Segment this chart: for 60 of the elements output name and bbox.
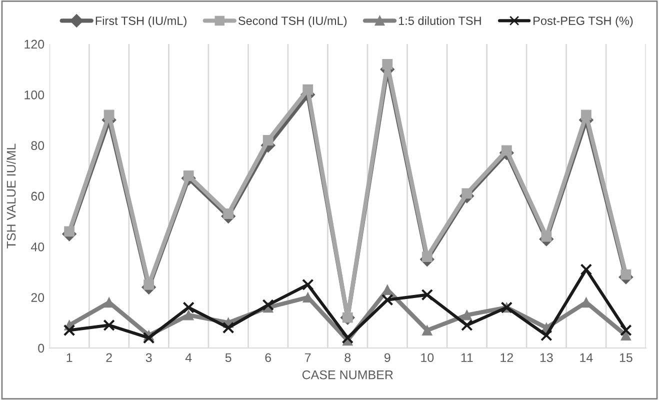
- point: [103, 319, 115, 332]
- point: [342, 332, 354, 344]
- x-tick-label: 11: [461, 353, 473, 362]
- x-tick-label: 1: [66, 353, 72, 362]
- point: [223, 208, 234, 219]
- point: [381, 294, 394, 306]
- y-tick-label: 20: [31, 293, 44, 302]
- x-tick-label: 15: [620, 353, 632, 362]
- x-tick-label: 13: [540, 353, 553, 362]
- point: [382, 59, 393, 70]
- y-tick-label: 60: [31, 192, 44, 201]
- point: [63, 324, 76, 336]
- x-tick-label: 6: [265, 353, 272, 362]
- point: [620, 324, 632, 336]
- point: [540, 329, 552, 342]
- point: [302, 278, 314, 291]
- point: [462, 188, 472, 199]
- legend-label: 1:5 dilution TSH: [398, 16, 481, 25]
- x-tick-label: 4: [185, 353, 192, 362]
- x-tick-label: 14: [580, 353, 593, 362]
- point: [620, 269, 632, 280]
- x-tick-label: 3: [146, 353, 152, 362]
- point: [422, 325, 432, 336]
- point: [421, 288, 434, 301]
- point: [620, 330, 632, 341]
- point: [183, 170, 194, 181]
- x-tick-label: 9: [384, 353, 390, 362]
- x-tick-label: 12: [500, 353, 513, 362]
- y-tick-label: 0: [38, 344, 44, 353]
- point: [144, 279, 154, 290]
- point: [182, 302, 194, 314]
- x-tick-label: 5: [225, 353, 232, 362]
- point: [462, 310, 472, 320]
- y-tick-label: 100: [24, 90, 44, 100]
- x-tick-label: 10: [421, 353, 434, 362]
- point: [580, 110, 592, 120]
- y-tick-label: 120: [24, 40, 44, 49]
- point: [183, 310, 194, 320]
- point: [262, 135, 274, 146]
- point: [104, 110, 114, 120]
- y-tick-label: 40: [30, 242, 44, 252]
- point: [142, 332, 155, 344]
- legend-label: Post-PEG TSH (%): [534, 16, 633, 28]
- x-tick-label: 2: [106, 353, 112, 362]
- x-tick-label: 7: [305, 353, 311, 362]
- point: [302, 84, 314, 95]
- point: [460, 319, 473, 332]
- legend-label: First TSH (IU/mL): [96, 16, 186, 28]
- point: [580, 264, 592, 276]
- x-tick-label: 8: [344, 353, 351, 362]
- point: [501, 145, 512, 156]
- point: [64, 226, 75, 237]
- legend-label: Second TSH (IU/mL): [238, 16, 347, 28]
- x-axis-title: CASE NUMBER: [302, 370, 393, 380]
- point: [422, 252, 432, 262]
- point: [222, 322, 234, 334]
- y-tick-label: 80: [31, 141, 44, 150]
- y-axis-title: TSH VALUE IU/ML: [6, 144, 16, 248]
- point: [262, 299, 274, 311]
- point: [541, 231, 552, 242]
